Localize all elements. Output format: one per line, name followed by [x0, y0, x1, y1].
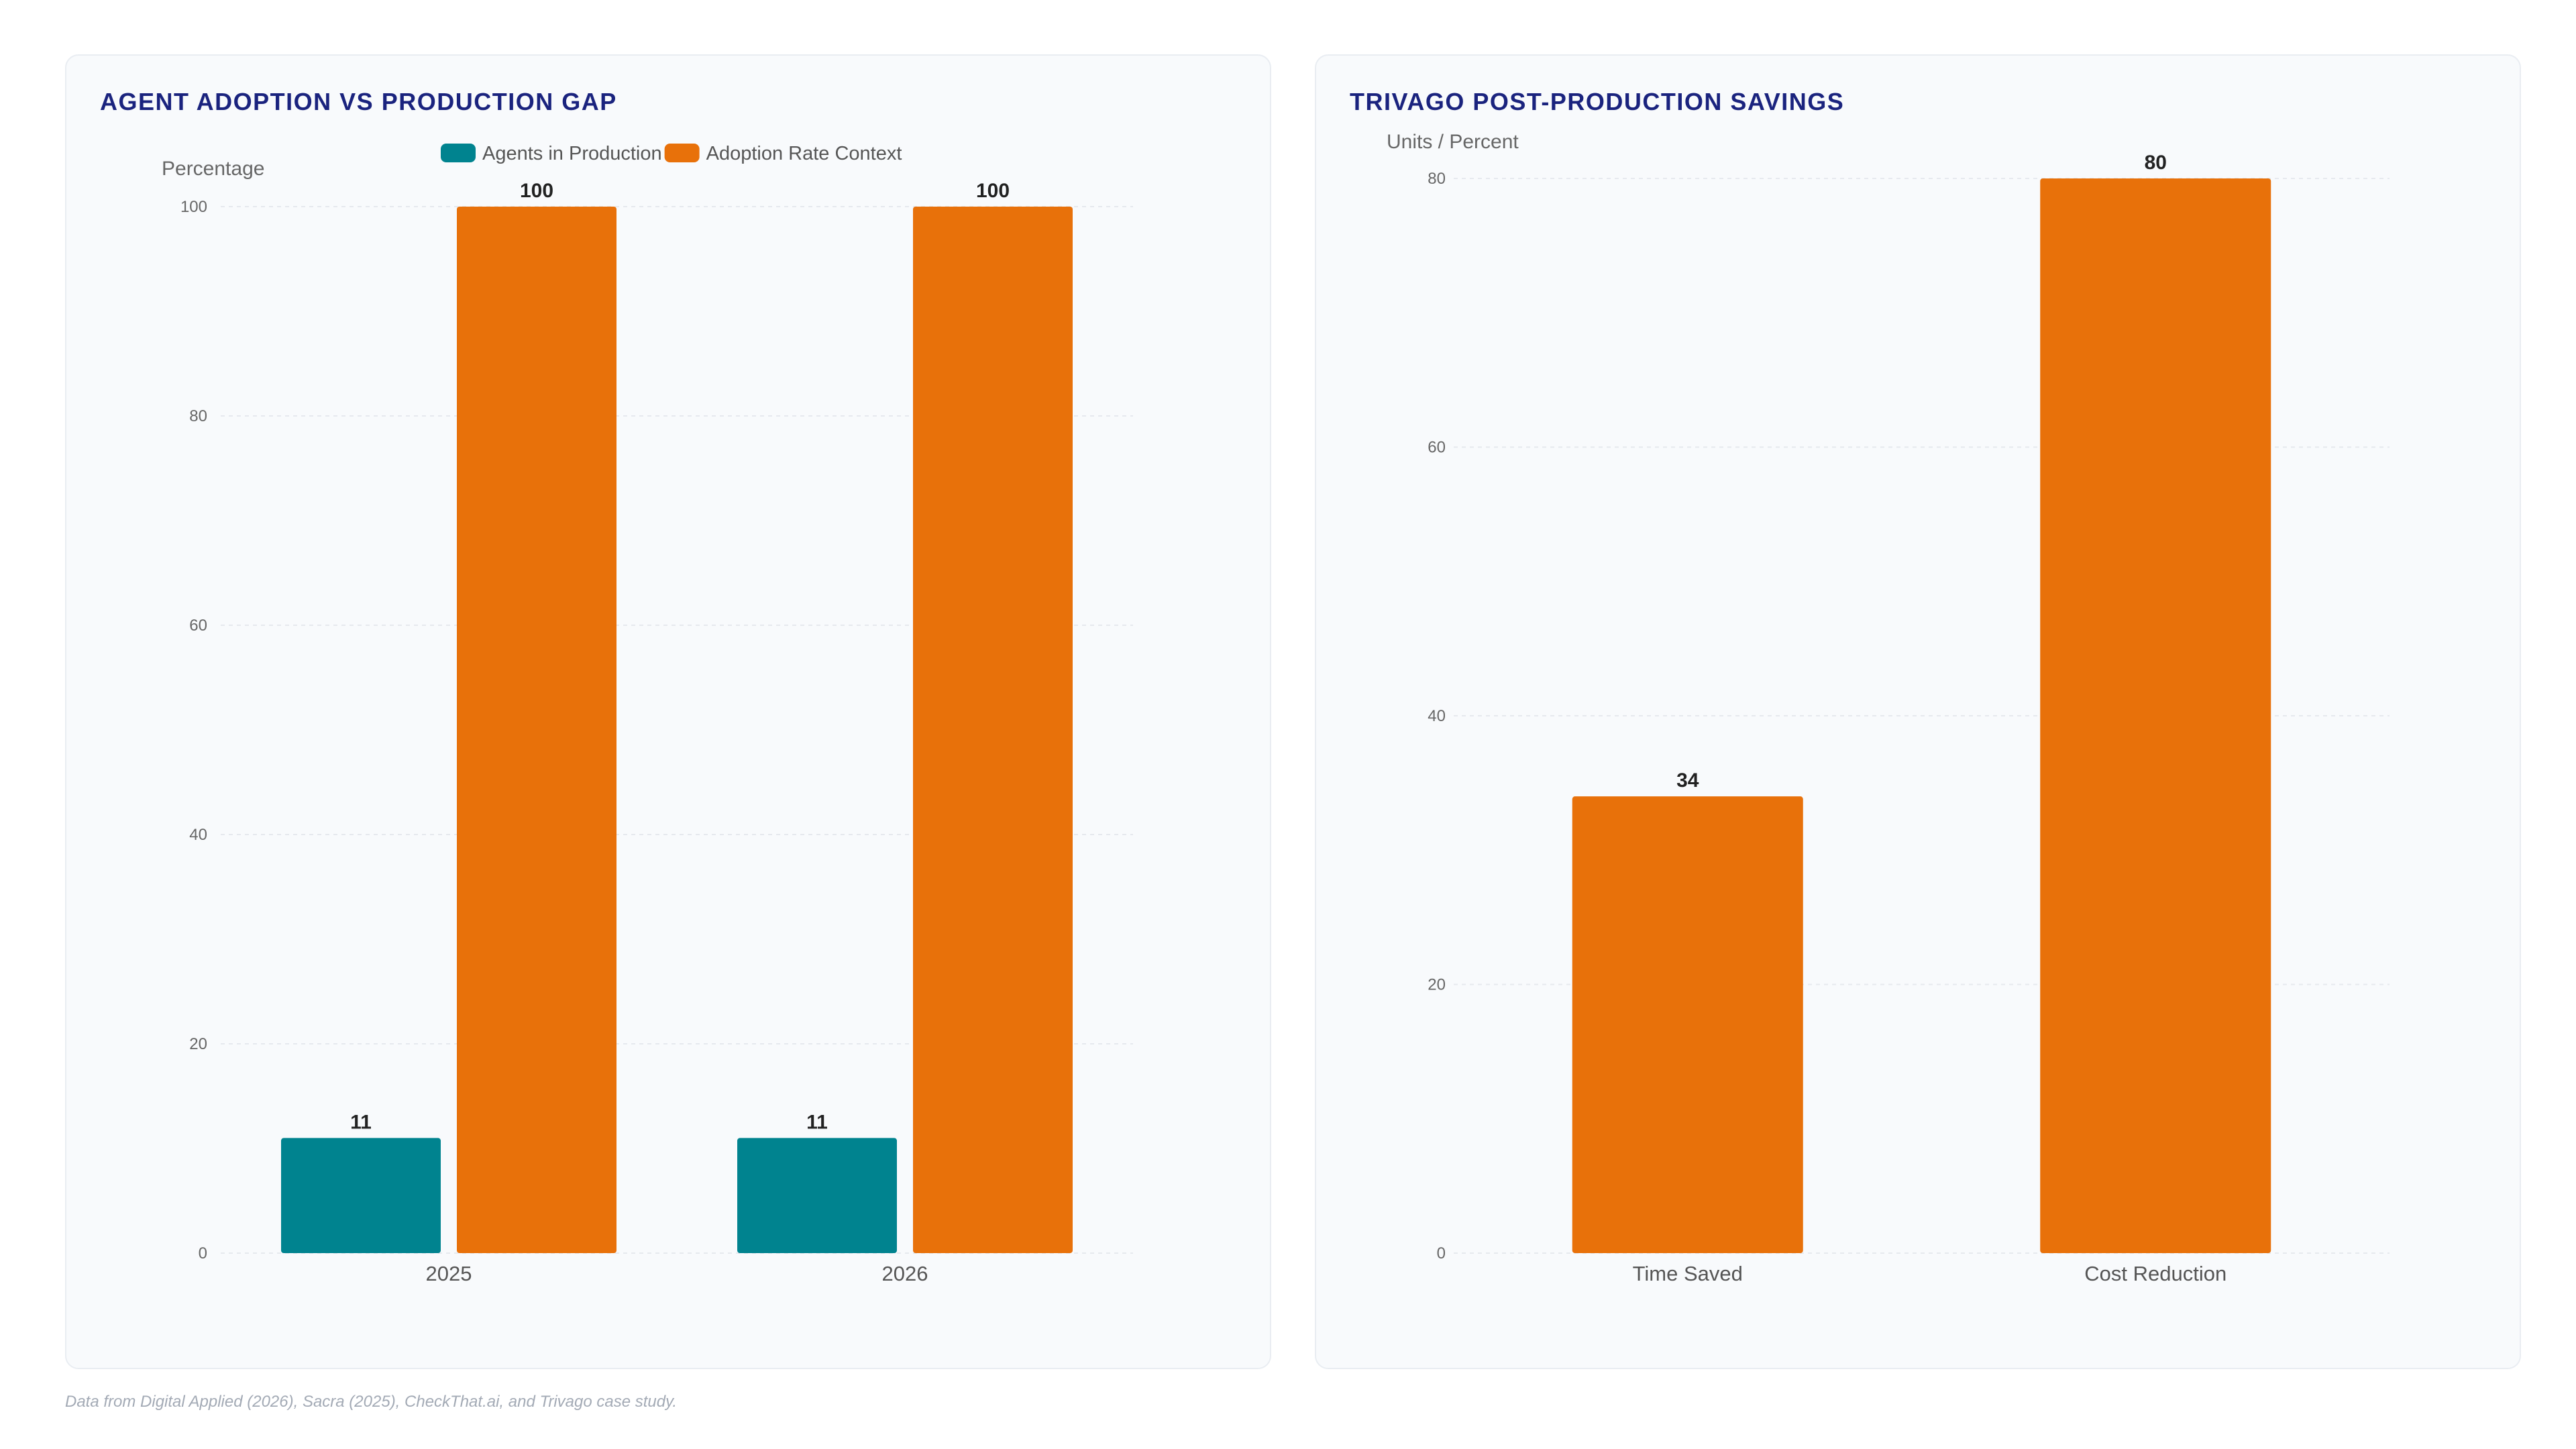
- x-category-label: 2025: [426, 1262, 472, 1285]
- source-footnote: Data from Digital Applied (2026), Sacra …: [65, 1393, 677, 1411]
- legend-label: Adoption Rate Context: [706, 143, 902, 164]
- y-tick-label: 80: [189, 407, 207, 425]
- bar-value-label: 11: [806, 1111, 828, 1133]
- bar-value-label: 100: [520, 180, 553, 202]
- y-tick-label: 40: [189, 826, 207, 844]
- y-tick-label: 20: [1428, 976, 1446, 994]
- bar-value-label: 100: [976, 180, 1010, 202]
- bar-value-label: 34: [1676, 769, 1699, 792]
- y-axis-label: Units / Percent: [1387, 131, 1519, 153]
- legend-swatch: [441, 144, 476, 162]
- bar: [913, 207, 1073, 1253]
- x-category-label: 2026: [882, 1262, 928, 1285]
- bar-value-label: 80: [2145, 152, 2167, 174]
- bar: [281, 1138, 441, 1253]
- y-tick-label: 80: [1428, 170, 1446, 188]
- x-category-label: Time Saved: [1633, 1262, 1743, 1285]
- y-tick-label: 0: [1437, 1244, 1446, 1263]
- adoption-gap-chart: 0 20 40 60 80 100 Percentage 11 100 2025 11 100 2026…: [162, 143, 1133, 1285]
- y-axis-label: Percentage: [162, 158, 264, 180]
- chart-card-adoption: AGENT ADOPTION VS PRODUCTION GAP 0 20 40 60…: [65, 54, 1271, 1369]
- y-tick-label: 60: [1428, 439, 1446, 457]
- y-tick-label: 0: [199, 1244, 207, 1263]
- x-category-label: Cost Reduction: [2084, 1262, 2226, 1285]
- y-tick-label: 40: [1428, 707, 1446, 725]
- y-tick-label: 60: [189, 616, 207, 635]
- legend-label: Agents in Production: [482, 143, 662, 164]
- bar: [457, 207, 616, 1253]
- chart-title: AGENT ADOPTION VS PRODUCTION GAP: [100, 88, 617, 115]
- chart-card-savings: TRIVAGO POST-PRODUCTION SAVINGS 0 20 40 60 8…: [1315, 54, 2521, 1369]
- bar: [1572, 796, 1803, 1253]
- bar: [737, 1138, 897, 1253]
- y-tick-label: 100: [180, 198, 207, 216]
- y-tick-label: 20: [189, 1035, 207, 1053]
- bar: [2040, 178, 2271, 1253]
- bar-value-label: 11: [350, 1111, 372, 1133]
- legend-swatch: [664, 144, 700, 162]
- chart-title: TRIVAGO POST-PRODUCTION SAVINGS: [1350, 88, 1845, 115]
- trivago-savings-chart: 0 20 40 60 80 Units / Percent 34 Time Saved 80 Co…: [1387, 131, 2390, 1285]
